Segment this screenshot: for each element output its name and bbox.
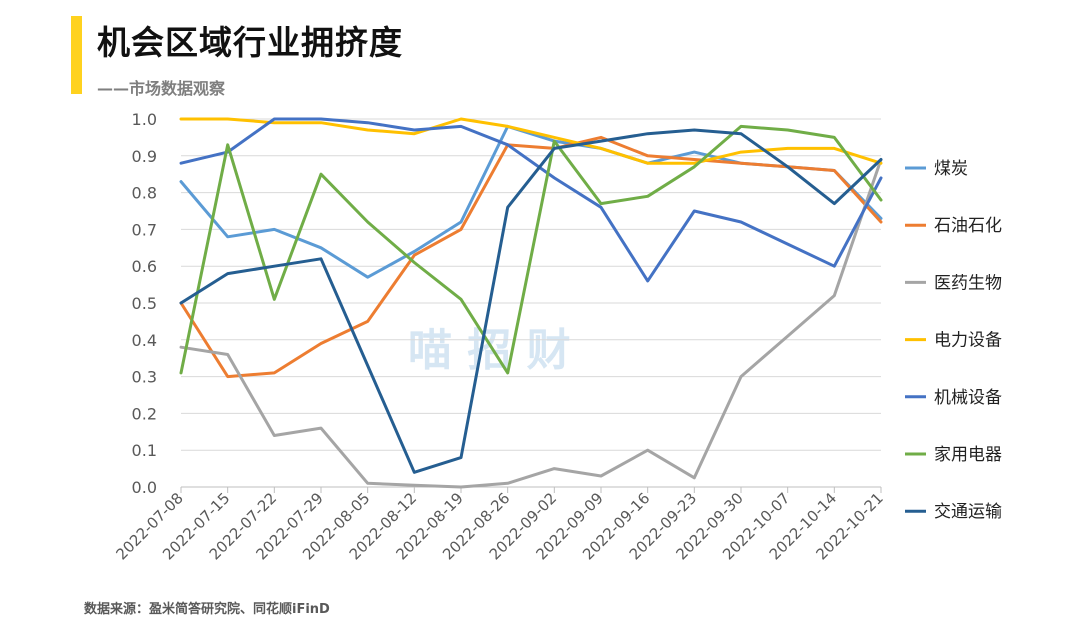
series-line: [179, 117, 883, 283]
watermark: 喵 招 财: [408, 325, 571, 376]
series-line: [179, 128, 883, 474]
legend-label: 石油石化: [934, 216, 1002, 236]
series-lines: [179, 117, 883, 489]
page-title: 机会区域行业拥挤度: [97, 23, 403, 62]
y-tick-label: 0.1: [132, 441, 157, 460]
series-line: [179, 117, 883, 165]
y-tick-label: 0.2: [132, 404, 157, 423]
legend-label: 电力设备: [934, 331, 1002, 351]
y-tick-label: 0.9: [132, 147, 157, 166]
title-accent-bar: [71, 16, 82, 94]
y-tick-label: 0.5: [132, 294, 157, 313]
legend-label: 医药生物: [934, 273, 1002, 293]
x-axis: 2022-07-082022-07-152022-07-222022-07-29…: [112, 486, 887, 563]
y-tick-label: 1.0: [132, 110, 157, 129]
legend-label: 家用电器: [934, 445, 1002, 465]
data-source-note: 数据来源：盈米简答研究院、同花顺iFinD: [84, 602, 330, 617]
y-tick-label: 0.3: [132, 368, 157, 387]
series-line: [179, 158, 883, 489]
page-subtitle: ——市场数据观察: [97, 79, 226, 98]
legend-label: 机械设备: [934, 388, 1002, 408]
y-tick-label: 0.4: [132, 331, 157, 350]
y-tick-label: 0.6: [132, 257, 157, 276]
y-tick-label: 0.0: [132, 478, 157, 497]
y-axis: 0.0 0.1 0.2 0.3 0.4 0.5 0.6 0.7 0.8 0.9 1.0: [132, 110, 157, 497]
y-tick-label: 0.7: [132, 220, 157, 239]
y-tick-label: 0.8: [132, 184, 157, 203]
legend-label: 交通运输: [934, 502, 1002, 522]
gridlines: [181, 118, 881, 451]
series-line: [179, 124, 883, 375]
legend-label: 煤炭: [934, 159, 968, 179]
series-line: [179, 135, 883, 379]
